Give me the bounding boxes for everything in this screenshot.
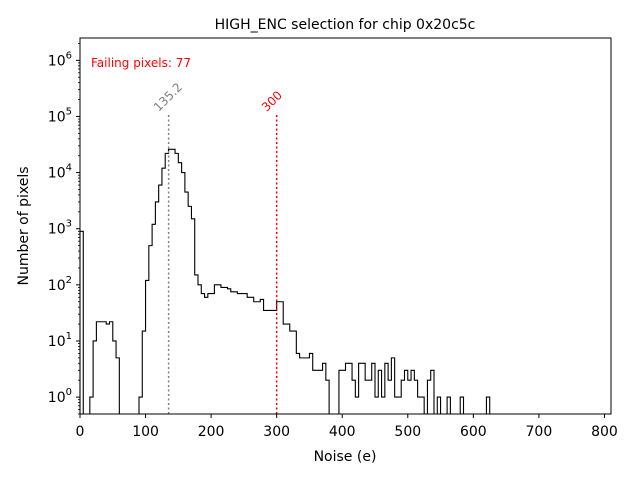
x-tick-label: 500 — [394, 424, 421, 440]
y-tick-label: 104 — [48, 163, 72, 182]
x-tick-label: 800 — [591, 424, 618, 440]
histogram-bars — [79, 148, 491, 415]
x-axis-ticks: 0 100 200 300 400 500 600 700 800 — [76, 414, 618, 440]
x-tick-label: 400 — [329, 424, 356, 440]
y-tick-label: 103 — [48, 219, 72, 238]
x-tick-label: 700 — [526, 424, 553, 440]
failing-pixels-annotation: Failing pixels: 77 — [91, 56, 191, 70]
y-tick-label: 100 — [48, 387, 72, 406]
plot-area-frame — [79, 37, 612, 415]
histogram-step-outline — [79, 148, 491, 415]
x-tick-label: 300 — [263, 424, 290, 440]
x-tick-label: 100 — [132, 424, 159, 440]
x-axis-label: Noise (e) — [314, 449, 377, 465]
x-tick-label: 0 — [76, 424, 85, 440]
y-tick-label: 102 — [48, 275, 72, 294]
x-tick-label: 600 — [460, 424, 487, 440]
y-axis-label: Number of pixels — [16, 166, 32, 285]
y-tick-label: 101 — [48, 331, 72, 350]
y-tick-label: 106 — [48, 50, 72, 69]
x-tick-label: 200 — [198, 424, 225, 440]
y-axis-ticks: 100 101 102 103 104 105 106 — [48, 43, 80, 415]
y-tick-label: 105 — [48, 106, 72, 125]
chart-title: HIGH_ENC selection for chip 0x20c5c — [215, 17, 476, 33]
